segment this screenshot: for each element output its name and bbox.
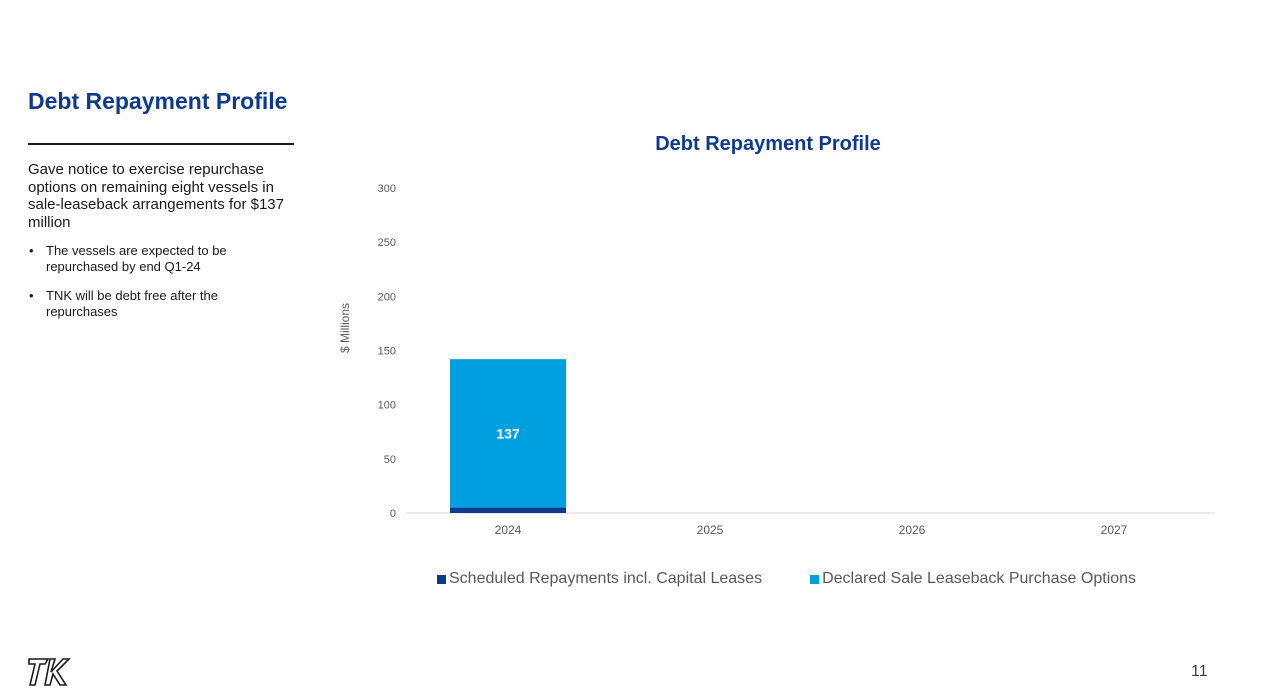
- x-tick-label: 2026: [899, 523, 926, 537]
- legend-swatch-declared: [810, 574, 820, 584]
- y-tick-label: 50: [384, 454, 396, 466]
- bullet-item: • The vessels are expected to be repurcha…: [28, 243, 290, 275]
- bullet-icon: •: [29, 288, 34, 303]
- y-axis-label: $ Millions: [338, 303, 352, 353]
- y-tick-label: 0: [390, 508, 396, 520]
- y-tick-label: 200: [378, 291, 396, 303]
- x-tick-label: 2024: [495, 523, 522, 537]
- legend-label-declared: Declared Sale Leaseback Purchase Options: [822, 570, 1137, 587]
- y-tick-label: 150: [378, 346, 396, 358]
- chart-legend: Scheduled Repayments incl. Capital Lease…: [437, 570, 1136, 588]
- y-tick-label: 300: [378, 183, 396, 195]
- title-divider: [28, 143, 294, 145]
- page-number: 11: [1191, 663, 1208, 680]
- data-label-declared: 137: [496, 425, 520, 441]
- chart-title: Debt Repayment Profile: [655, 133, 881, 155]
- y-tick-label: 250: [378, 237, 396, 249]
- y-tick-label: 100: [378, 400, 396, 412]
- legend-item-declared: Declared Sale Leaseback Purchase Options: [810, 570, 1136, 588]
- bar-declared: [450, 359, 566, 508]
- legend-swatch-scheduled: [437, 574, 446, 584]
- tk-logo-icon: [28, 658, 71, 686]
- x-tick-label: 2027: [1101, 523, 1128, 537]
- bullet-text: TNK will be debt free after the repurcha…: [46, 288, 218, 319]
- bullet-text: The vessels are expected to be repurchas…: [46, 243, 227, 274]
- bar-scheduled: [450, 507, 566, 513]
- bullet-icon: •: [29, 243, 34, 258]
- legend-label-scheduled: Scheduled Repayments incl. Capital Lease…: [449, 570, 763, 587]
- bullet-list: • The vessels are expected to be repurcha…: [28, 243, 290, 333]
- slide-title: Debt Repayment Profile: [28, 88, 288, 114]
- bullet-item: • TNK will be debt free after the repurch…: [28, 288, 290, 320]
- legend-item-scheduled: Scheduled Repayments incl. Capital Lease…: [437, 570, 762, 588]
- x-tick-label: 2025: [697, 523, 724, 537]
- intro-text: Gave notice to exercise repurchase optio…: [28, 161, 284, 231]
